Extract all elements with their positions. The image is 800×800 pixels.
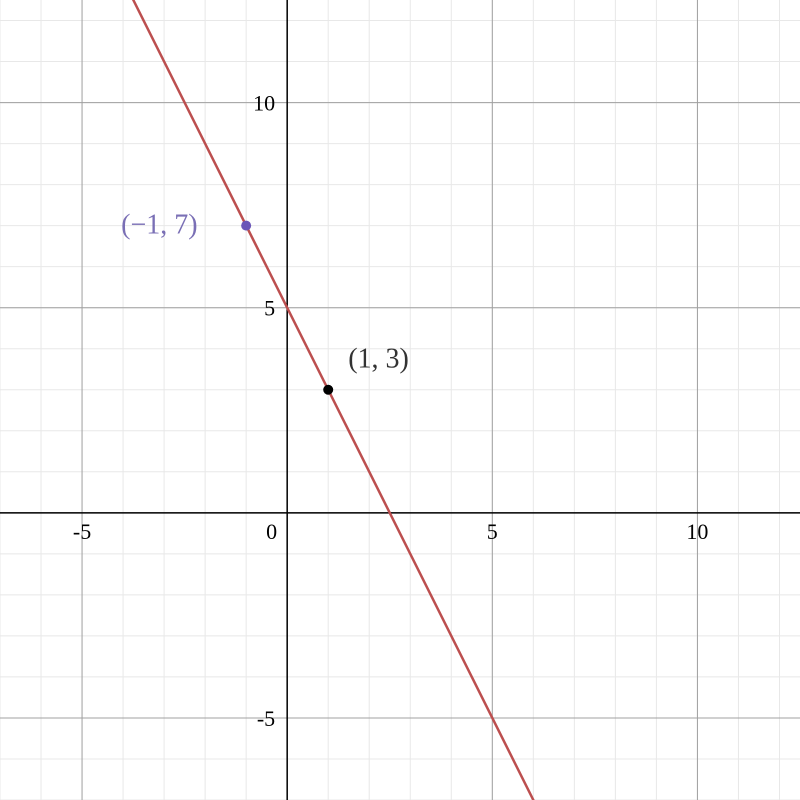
point-label: (1, 3)	[348, 344, 409, 375]
y-tick-label: 5	[264, 296, 275, 321]
chart-svg: -5 0 5 10 -5 5 10 (−1, 7) (1, 3)	[0, 0, 800, 800]
point-label: (−1, 7)	[121, 210, 197, 241]
plot-point	[241, 221, 251, 231]
x-tick-label: -5	[73, 519, 91, 544]
x-tick-label: 0	[266, 519, 277, 544]
coordinate-plane: -5 0 5 10 -5 5 10 (−1, 7) (1, 3)	[0, 0, 800, 800]
y-tick-label: -5	[257, 706, 275, 731]
plot-point	[323, 385, 333, 395]
x-tick-label: 10	[686, 519, 708, 544]
y-tick-label: 10	[253, 91, 275, 116]
x-tick-label: 5	[487, 519, 498, 544]
